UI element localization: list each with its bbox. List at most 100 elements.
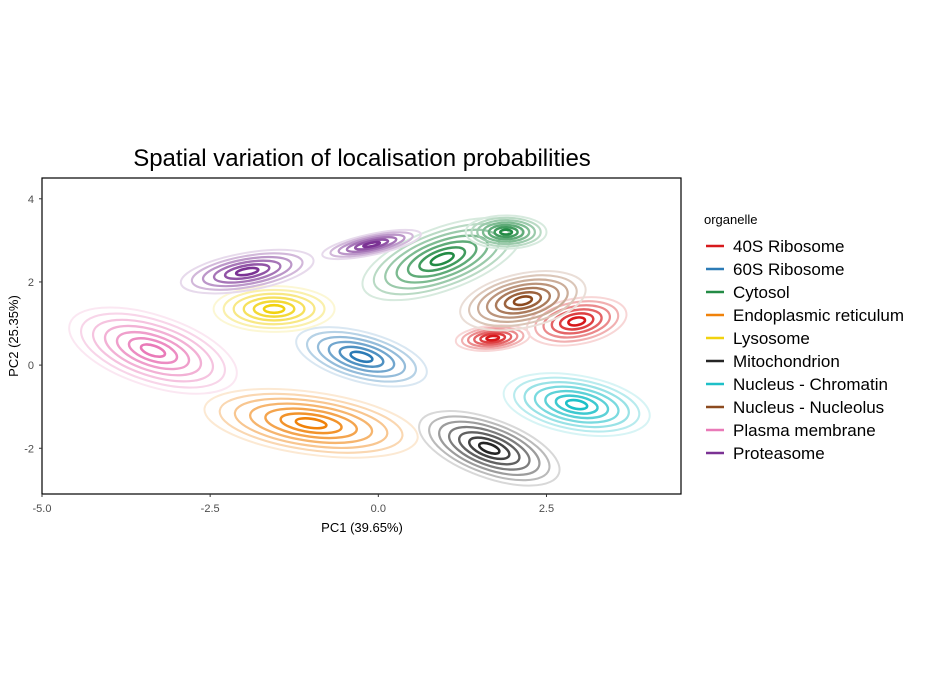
series-nucleus-nucleolus-contours (459, 270, 587, 332)
contour-level (279, 412, 343, 435)
contour-level (345, 236, 398, 253)
contour-level (477, 278, 569, 323)
contour-level (476, 219, 537, 246)
contour-level (262, 303, 286, 315)
contour-level (115, 330, 191, 371)
contour-level (218, 392, 404, 454)
contour-level (468, 436, 511, 461)
plot-area (68, 214, 651, 487)
contour-level (223, 263, 271, 281)
y-axis-label: PC2 (25.35%) (6, 295, 21, 377)
contour-level (222, 288, 326, 330)
chart-title: Spatial variation of localisation probab… (133, 145, 591, 172)
y-tick-label: 0 (28, 360, 34, 372)
contour-level (458, 431, 521, 466)
x-tick-label: -5.0 (33, 503, 52, 515)
contour-level (485, 334, 501, 342)
contour-level (494, 286, 552, 315)
contour-level (338, 345, 385, 368)
contour-level (337, 233, 406, 256)
y-tick-label: 2 (28, 277, 34, 289)
contour-level (481, 221, 531, 243)
legend-label: Plasma membrane (733, 421, 876, 440)
contour-level (321, 228, 422, 261)
contour-level (554, 394, 599, 415)
contour-level (353, 238, 390, 251)
x-tick-label: 0.0 (371, 503, 386, 515)
contour-level (252, 300, 296, 318)
contour-level (512, 295, 534, 307)
contour-level (68, 306, 238, 395)
contour-level (248, 402, 374, 445)
contour-level (91, 318, 215, 383)
contour-level (550, 308, 603, 335)
contour-level (479, 332, 507, 344)
contour-level (534, 300, 620, 343)
legend: organelle 40S Ribosome 60S Ribosome Cytoso… (704, 212, 904, 463)
contour-level (242, 296, 306, 322)
contour-level (485, 282, 560, 319)
series-mitochondrion-contours (418, 410, 561, 487)
axes: -5.0 -2.5 0.0 2.5 -2 0 2 4 (24, 194, 554, 515)
contour-level (232, 292, 316, 326)
legend-label: Lysosome (733, 329, 810, 348)
contour-level (567, 316, 587, 327)
contour-level (80, 312, 226, 389)
legend-label: 60S Ribosome (733, 260, 845, 279)
contour-level (305, 330, 418, 383)
contour-level (190, 252, 304, 291)
contour-level (502, 372, 651, 438)
y-tick-label: 4 (28, 194, 34, 206)
contour-level (316, 335, 407, 378)
contour-level (564, 398, 589, 411)
contour-level (179, 248, 315, 295)
contour-level (264, 407, 358, 440)
x-tick-label: 2.5 (539, 503, 554, 515)
contour-level (533, 385, 620, 424)
contour-level (327, 340, 396, 373)
contour-level (513, 376, 641, 433)
x-tick-label: -2.5 (201, 503, 220, 515)
contour-level (470, 216, 542, 248)
series-endoplasmic-reticulum-contours (203, 387, 419, 459)
contour-level (503, 291, 543, 311)
contour-level (406, 240, 478, 278)
series-cytosol-contours (361, 214, 548, 302)
contour-level (438, 420, 541, 477)
contour-level (203, 387, 419, 459)
contour-level (464, 214, 548, 250)
contour-level (428, 415, 551, 482)
contour-level (418, 246, 467, 273)
contour-level (499, 228, 514, 236)
contour-level (468, 274, 578, 328)
series-plasma-membrane-contours (68, 306, 238, 395)
contour-level (429, 251, 455, 267)
contour-level (233, 397, 389, 449)
legend-label: Proteasome (733, 444, 825, 463)
contour-level (349, 350, 374, 364)
contour-level (329, 231, 414, 258)
series-60s-ribosome-contours (295, 326, 428, 388)
contour-level (558, 312, 595, 331)
contour-level (362, 240, 382, 249)
legend-label: Endoplasmic reticulum (733, 306, 904, 325)
contour-level (234, 266, 260, 277)
legend-label: Mitochondrion (733, 352, 840, 371)
series-nucleus-chromatin-contours (502, 372, 651, 438)
contour-level (542, 304, 612, 339)
contour-level (212, 259, 282, 284)
contour-level (477, 441, 501, 455)
contour-level (487, 223, 525, 241)
contour-level (139, 343, 167, 359)
x-axis-label: PC1 (39.65%) (321, 520, 403, 535)
series-proteasome-contours (179, 228, 422, 295)
contour-level (418, 410, 561, 487)
contour-level (294, 417, 328, 430)
contour-level (127, 337, 179, 365)
legend-label: Nucleus - Nucleolus (733, 398, 884, 417)
contour-level (447, 425, 531, 471)
contour-level (212, 285, 336, 333)
series-lysosome-contours (212, 285, 336, 333)
contour-level (473, 330, 513, 346)
